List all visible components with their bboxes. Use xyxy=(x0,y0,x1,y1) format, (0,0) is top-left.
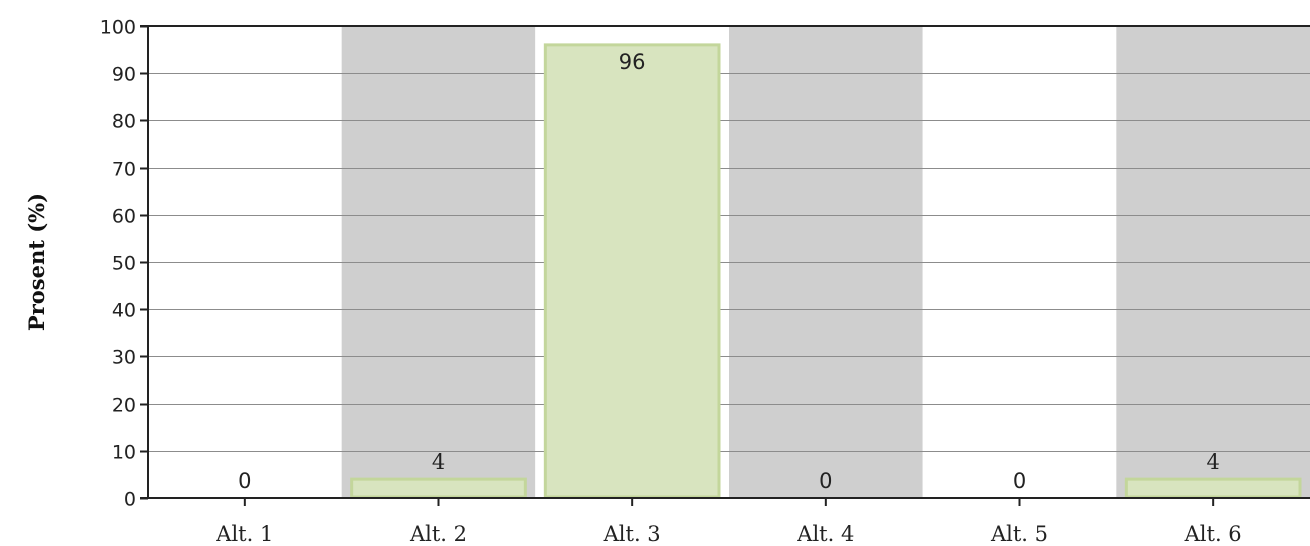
y-tick-label: 80 xyxy=(112,111,136,133)
y-axis-title: Prosent (%) xyxy=(24,193,49,331)
y-tick-label: 30 xyxy=(112,347,136,369)
data-label: 4 xyxy=(432,450,445,474)
x-tick-label: Alt. 4 xyxy=(796,522,854,546)
x-tick-label: Alt. 6 xyxy=(1184,522,1242,546)
data-label: 96 xyxy=(619,50,646,74)
x-tick-label: Alt. 5 xyxy=(990,522,1048,546)
bar xyxy=(350,477,527,499)
data-label: 0 xyxy=(1013,469,1026,493)
bars xyxy=(350,43,1302,499)
y-tick-label: 90 xyxy=(112,64,136,86)
x-tick-label: Alt. 2 xyxy=(409,522,467,546)
x-tick-label: Alt. 1 xyxy=(215,522,273,546)
y-tick-label: 20 xyxy=(112,395,136,417)
data-labels: 0 4 96 0 0 4 xyxy=(238,50,1220,493)
y-tick-label: 60 xyxy=(112,206,136,228)
data-label: 0 xyxy=(238,469,251,493)
y-tick-label: 40 xyxy=(112,300,136,322)
data-label: 4 xyxy=(1206,450,1219,474)
y-tick-label: 0 xyxy=(124,489,136,511)
y-tick-label: 100 xyxy=(100,17,136,39)
y-tick-label: 50 xyxy=(112,253,136,275)
bar xyxy=(1124,477,1302,499)
bar xyxy=(543,43,721,499)
data-label: 0 xyxy=(819,469,832,493)
y-tick-label: 10 xyxy=(112,442,136,464)
x-tick-label: Alt. 3 xyxy=(603,522,661,546)
x-axis-labels: Alt. 1 Alt. 2 Alt. 3 Alt. 4 Alt. 5 Alt. 6 xyxy=(215,498,1242,546)
y-axis-ticks: 0 10 20 30 40 50 60 70 80 90 100 xyxy=(100,17,148,511)
y-tick-label: 70 xyxy=(112,159,136,181)
